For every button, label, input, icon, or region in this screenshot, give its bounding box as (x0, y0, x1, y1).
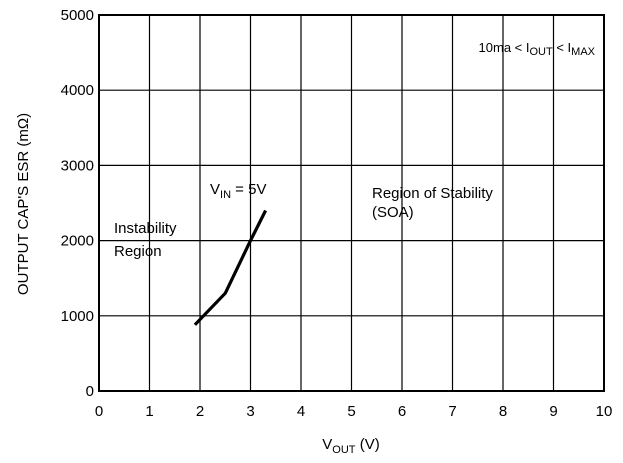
condition-annotation: 10ma < IOUT < IMAX (479, 40, 596, 58)
condition-sub-1: OUT (529, 46, 553, 58)
x-tick-label: 9 (549, 403, 557, 420)
y-tick-label: 4000 (61, 82, 94, 99)
stability-region-label: Region of Stability (SOA) (372, 185, 497, 221)
instability-line-1: Instability (114, 220, 177, 237)
y-tick-labels: 0 1000 2000 3000 4000 5000 (61, 7, 94, 400)
instability-line-2: Region (114, 243, 162, 260)
condition-sub-2: MAX (571, 46, 596, 58)
instability-region-label: Instability Region (114, 220, 181, 260)
x-axis-label-rest: (V) (356, 436, 380, 453)
x-tick-label: 8 (499, 403, 507, 420)
x-tick-label: 10 (596, 403, 613, 420)
x-tick-label: 7 (448, 403, 456, 420)
grid (99, 15, 604, 391)
stability-line-2: (SOA) (372, 204, 414, 221)
x-tick-label: 4 (297, 403, 305, 420)
series-label-rest: = 5V (231, 181, 266, 198)
y-tick-label: 0 (86, 383, 94, 400)
y-tick-label: 2000 (61, 233, 94, 250)
x-tick-label: 1 (145, 403, 153, 420)
x-tick-label: 3 (246, 403, 254, 420)
stability-line-1: Region of Stability (372, 185, 493, 202)
condition-part-2: < I (553, 40, 571, 55)
x-tick-labels: 0 1 2 3 4 5 6 7 8 9 10 (95, 403, 613, 420)
y-tick-label: 3000 (61, 157, 94, 174)
series-label-sub: IN (220, 189, 231, 201)
condition-part-1: 10ma < I (479, 40, 530, 55)
series-label-main: V (210, 181, 220, 198)
x-axis-label: VOUT (V) (322, 436, 379, 456)
plot-frame (98, 14, 605, 392)
y-tick-label: 5000 (61, 7, 94, 24)
series-label-vin: VIN = 5V (210, 181, 266, 201)
y-axis-label: OUTPUT CAP'S ESR (mΩ) (15, 113, 32, 295)
x-tick-label: 0 (95, 403, 103, 420)
x-tick-label: 5 (347, 403, 355, 420)
series-line-vin-5v (193, 209, 268, 326)
x-axis-label-sub: OUT (332, 444, 356, 456)
y-tick-label: 1000 (61, 308, 94, 325)
x-tick-label: 2 (196, 403, 204, 420)
x-tick-label: 6 (398, 403, 406, 420)
x-axis-label-main: V (322, 436, 332, 453)
